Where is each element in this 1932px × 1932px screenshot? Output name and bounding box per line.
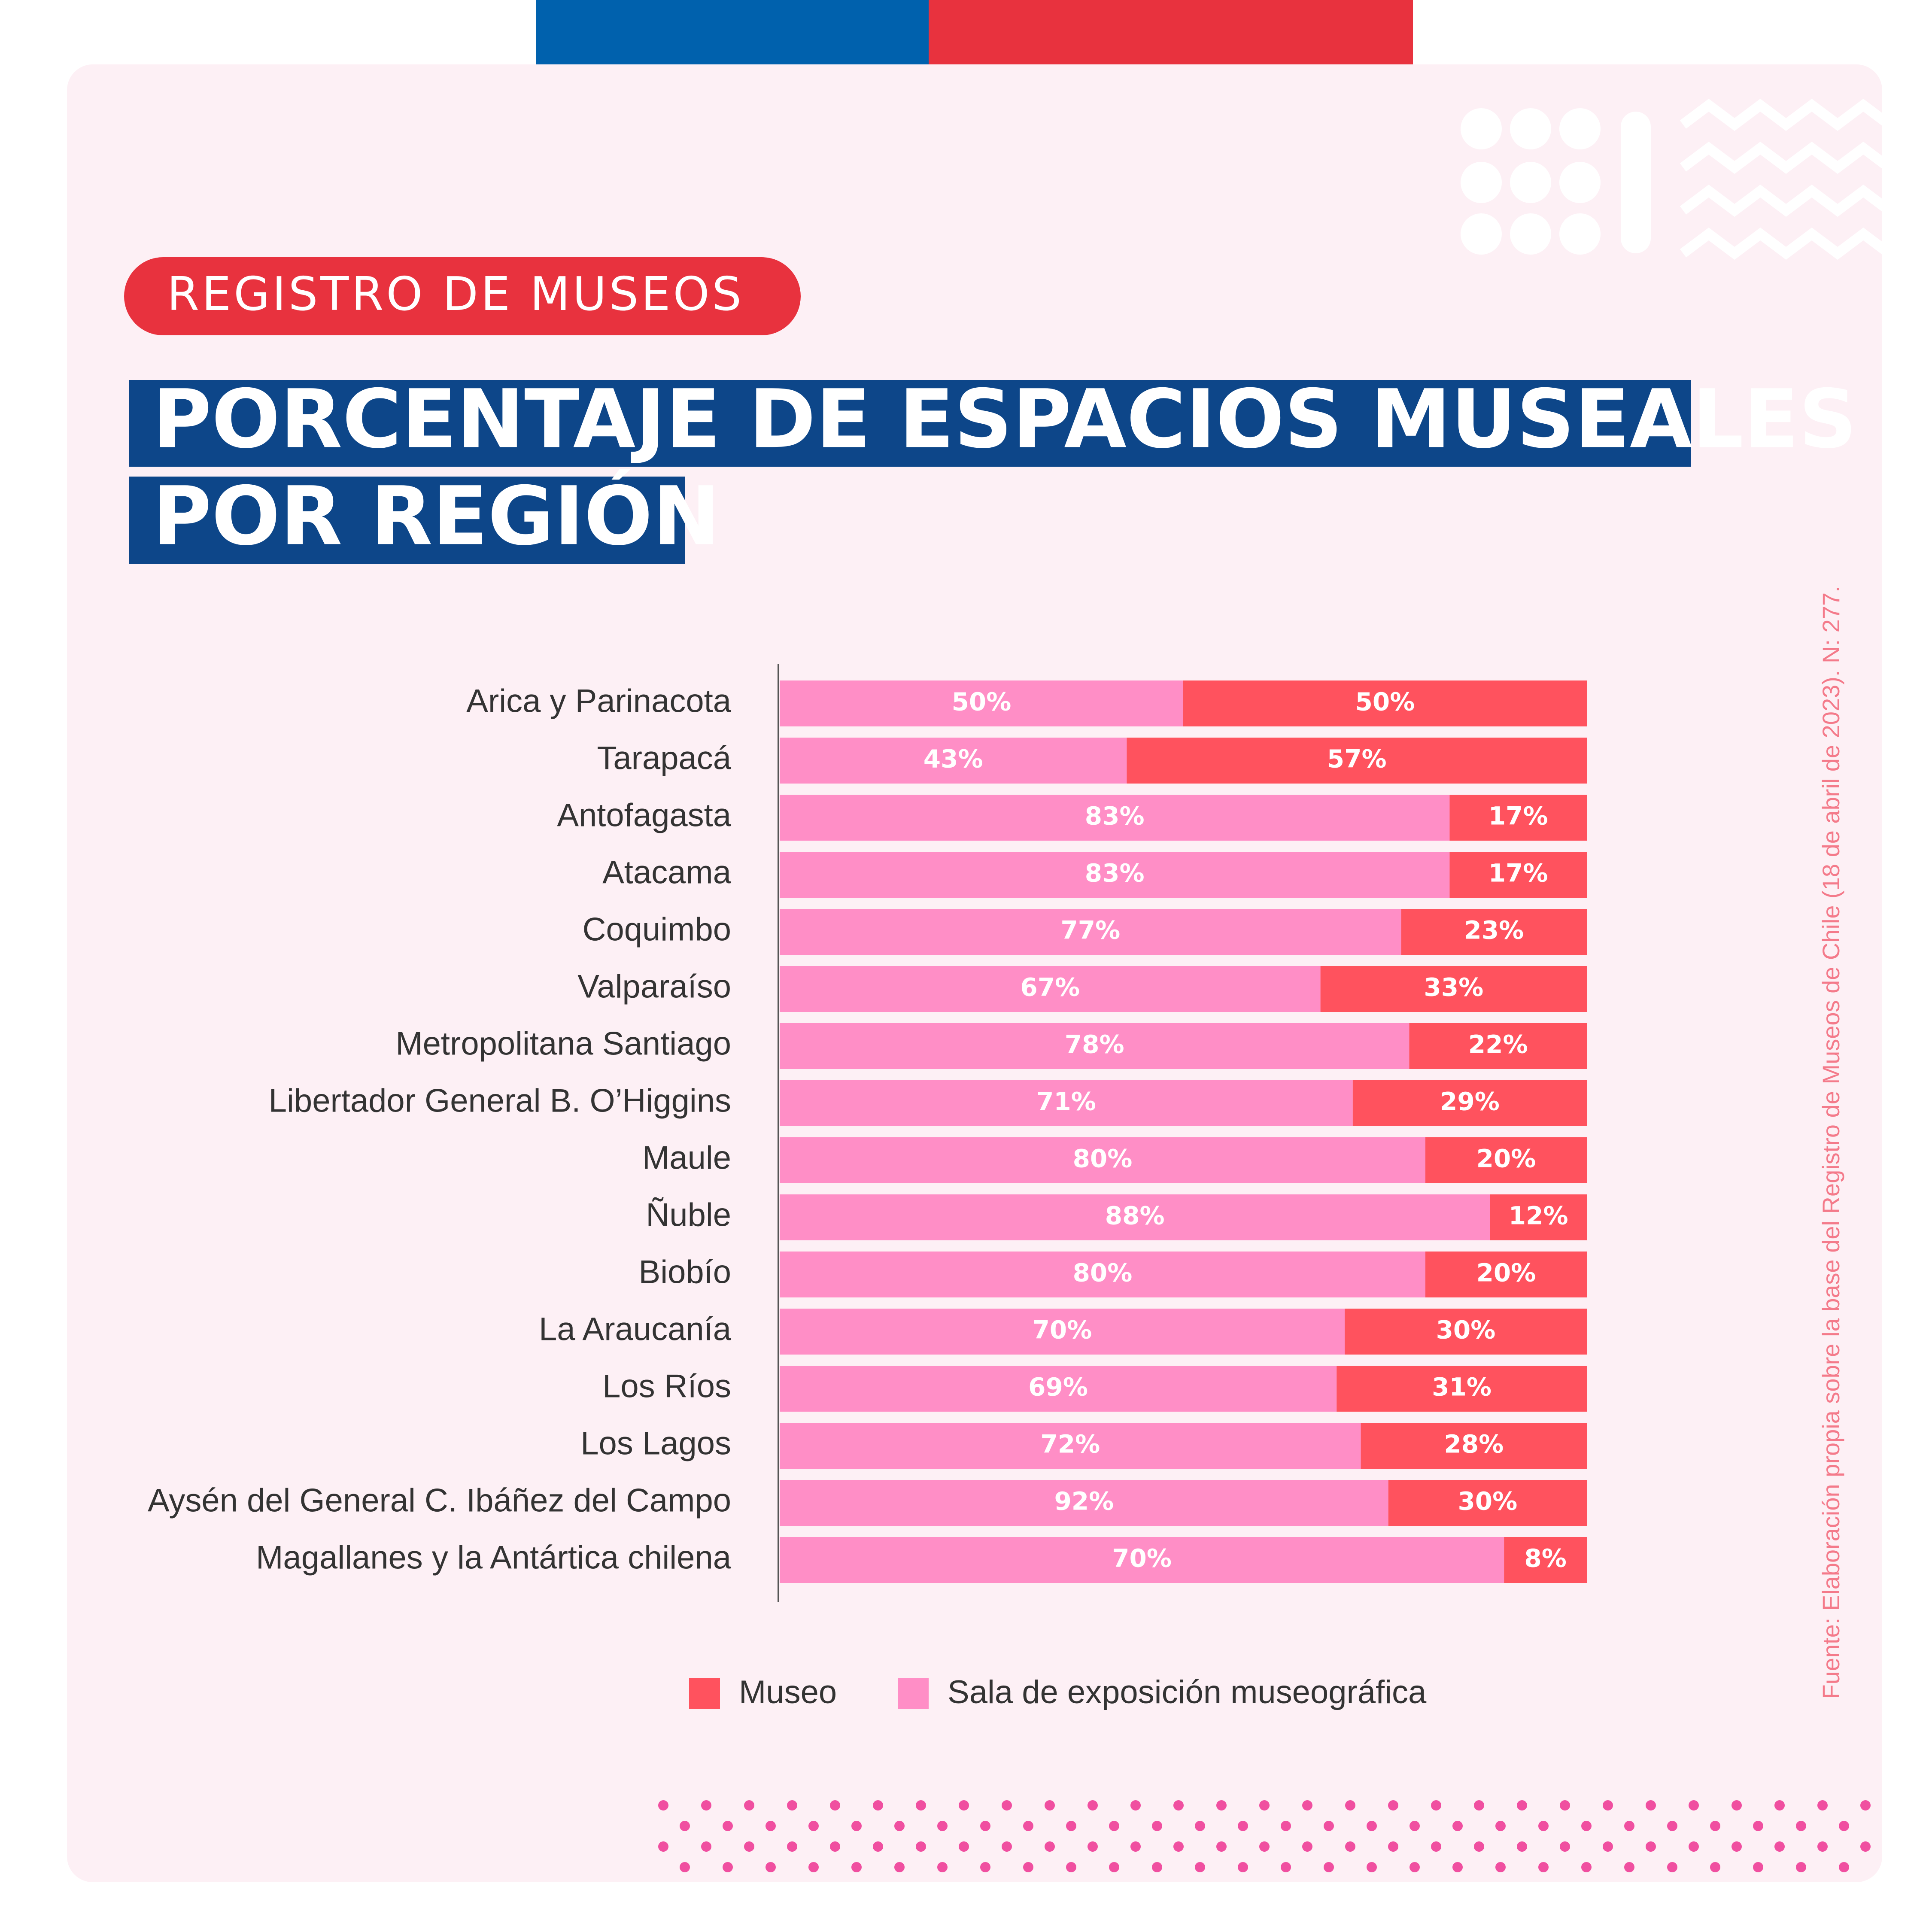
bar-segment [780, 1194, 1490, 1240]
bar-segment [1425, 1137, 1587, 1183]
bar-segment [780, 909, 1401, 955]
value-label: 29% [1440, 1087, 1500, 1116]
value-label: 30% [1458, 1487, 1517, 1516]
value-label: 78% [1065, 1030, 1124, 1059]
bar-segment [1388, 1480, 1587, 1526]
bar-segment [780, 680, 1183, 726]
legend-label: Sala de exposición museográfica [948, 1674, 1427, 1710]
legend-swatch [898, 1678, 929, 1709]
value-label: 33% [1424, 973, 1483, 1002]
flag-red [929, 0, 1413, 64]
bar-segment [780, 966, 1321, 1012]
category-label: Magallanes y la Antártica chilena [256, 1540, 732, 1576]
bar-segment [1449, 852, 1587, 898]
tag-pill [124, 257, 801, 335]
bar-segment [1490, 1194, 1587, 1240]
value-label: 8% [1524, 1544, 1566, 1573]
value-label: 88% [1105, 1201, 1165, 1230]
bar-segment [780, 852, 1450, 898]
bar-segment [1127, 738, 1587, 784]
bar-segment [1345, 1309, 1587, 1355]
value-label: 20% [1476, 1144, 1536, 1173]
value-label: 20% [1476, 1258, 1536, 1288]
value-label: 80% [1073, 1258, 1133, 1288]
value-label: 83% [1085, 859, 1145, 888]
bar-segment [1361, 1423, 1587, 1469]
category-label: Maule [642, 1140, 731, 1176]
value-label: 80% [1073, 1144, 1133, 1173]
value-label: 22% [1468, 1030, 1528, 1059]
waves [1680, 99, 1893, 260]
category-label: Valparaíso [577, 969, 731, 1005]
bar-segment [1425, 1252, 1587, 1297]
legend-label: Museo [739, 1674, 837, 1710]
bar-segment [1337, 1366, 1587, 1412]
category-label: Metropolitana Santiago [395, 1026, 731, 1062]
value-label: 67% [1020, 973, 1080, 1002]
value-label: 17% [1488, 802, 1548, 831]
value-label: 72% [1040, 1430, 1100, 1459]
bar-segment [780, 1137, 1425, 1183]
value-label: 30% [1436, 1315, 1496, 1345]
value-label: 70% [1112, 1544, 1172, 1573]
source: Fuente: Elaboración propia sobre la base… [1817, 586, 1844, 1699]
bar-segment [1352, 1080, 1587, 1126]
dot-pattern [658, 1800, 1882, 1882]
category-label: Ñuble [646, 1197, 731, 1233]
chart-title: POR REGIÓN [152, 469, 720, 563]
bar-segment [780, 1423, 1361, 1469]
value-label: 71% [1036, 1087, 1096, 1116]
value-label: 28% [1444, 1430, 1504, 1459]
category-label: Biobío [639, 1254, 732, 1291]
value-label: 77% [1060, 916, 1120, 945]
bar-segment [1320, 966, 1587, 1012]
bar-segment [780, 1537, 1504, 1583]
chart-title: PORCENTAJE DE ESPACIOS MUSEALES [152, 372, 1857, 466]
value-label: 70% [1033, 1315, 1092, 1345]
bar-segment [780, 1080, 1353, 1126]
bar-segment [780, 795, 1450, 841]
value-label: 43% [923, 744, 983, 774]
bar-segment [780, 1023, 1410, 1069]
bar-segment [1183, 680, 1587, 726]
category-label: Aysén del General C. Ibáñez del Campo [148, 1482, 731, 1519]
title-box [129, 380, 1691, 467]
category-label: Los Lagos [580, 1425, 731, 1462]
bar-segment [780, 1309, 1345, 1355]
value-label: 92% [1054, 1487, 1114, 1516]
value-label: 23% [1464, 916, 1524, 945]
category-label: Antofagasta [557, 797, 731, 834]
category-label: Atacama [602, 854, 732, 891]
bar-segment [1504, 1537, 1587, 1583]
legend-swatch [689, 1678, 720, 1709]
value-label: 31% [1432, 1373, 1492, 1402]
bar-segment [1449, 795, 1587, 841]
value-label: 83% [1085, 802, 1145, 831]
category-label: Tarapacá [597, 740, 731, 777]
value-label: 57% [1327, 744, 1387, 774]
bar-segment [780, 1252, 1425, 1297]
flag-blue [536, 0, 929, 64]
bar-segment [780, 1480, 1388, 1526]
category-label: Libertador General B. O’Higgins [269, 1083, 731, 1119]
value-label: 50% [1355, 687, 1415, 717]
category-label: Los Ríos [602, 1368, 731, 1405]
value-label: 12% [1509, 1201, 1568, 1230]
value-label: 69% [1028, 1373, 1088, 1402]
bar-segment [780, 738, 1127, 784]
bar-segment [1401, 909, 1587, 955]
bar-segment [780, 1366, 1337, 1412]
category-label: Arica y Parinacota [466, 683, 731, 720]
decoration [1461, 108, 1651, 255]
category-label: La Araucanía [539, 1311, 732, 1348]
bar-segment [1409, 1023, 1587, 1069]
value-label: 17% [1488, 859, 1548, 888]
title-box [129, 477, 685, 564]
category-label: Coquimbo [583, 911, 731, 948]
tag: REGISTRO DE MUSEOS [167, 267, 744, 321]
value-label: 50% [952, 687, 1012, 717]
